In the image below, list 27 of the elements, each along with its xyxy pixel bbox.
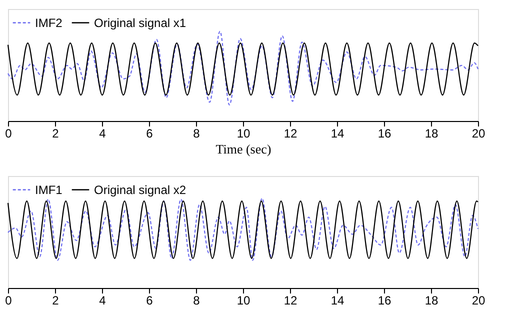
x-tick-label: 8 — [193, 126, 200, 140]
x-tick-label: 18 — [424, 126, 438, 140]
x-tick-label: 14 — [330, 294, 344, 308]
x-tick-label: 6 — [146, 126, 154, 140]
x-tick-label: 20 — [472, 126, 486, 140]
x-tick-label: 14 — [330, 126, 344, 140]
x-tick-label: 10 — [236, 294, 250, 308]
x-tick-label: 20 — [472, 294, 486, 308]
x-tick-label: 12 — [284, 294, 298, 308]
legend-label: Original signal x1 — [94, 16, 186, 30]
x-tick-label: 18 — [424, 294, 438, 308]
x-tick-label: 6 — [146, 294, 154, 308]
x-tick-label: 16 — [378, 126, 392, 140]
legend-label: IMF2 — [35, 16, 63, 30]
x-tick-label: 4 — [99, 294, 106, 308]
x-tick-label: 0 — [5, 294, 12, 308]
x-tick-label: 8 — [193, 294, 200, 308]
x-tick-label: 4 — [99, 126, 106, 140]
x-tick-label: 2 — [52, 126, 60, 140]
legend-label: IMF1 — [35, 182, 63, 197]
x-axis-title: Time (sec) — [216, 142, 272, 156]
x-tick-label: 2 — [52, 294, 60, 308]
x-tick-label: 10 — [236, 126, 250, 140]
legend-label: Original signal x2 — [94, 182, 186, 197]
x-tick-label: 16 — [378, 294, 392, 308]
x-tick-label: 0 — [5, 126, 12, 140]
x-tick-label: 12 — [284, 126, 298, 140]
